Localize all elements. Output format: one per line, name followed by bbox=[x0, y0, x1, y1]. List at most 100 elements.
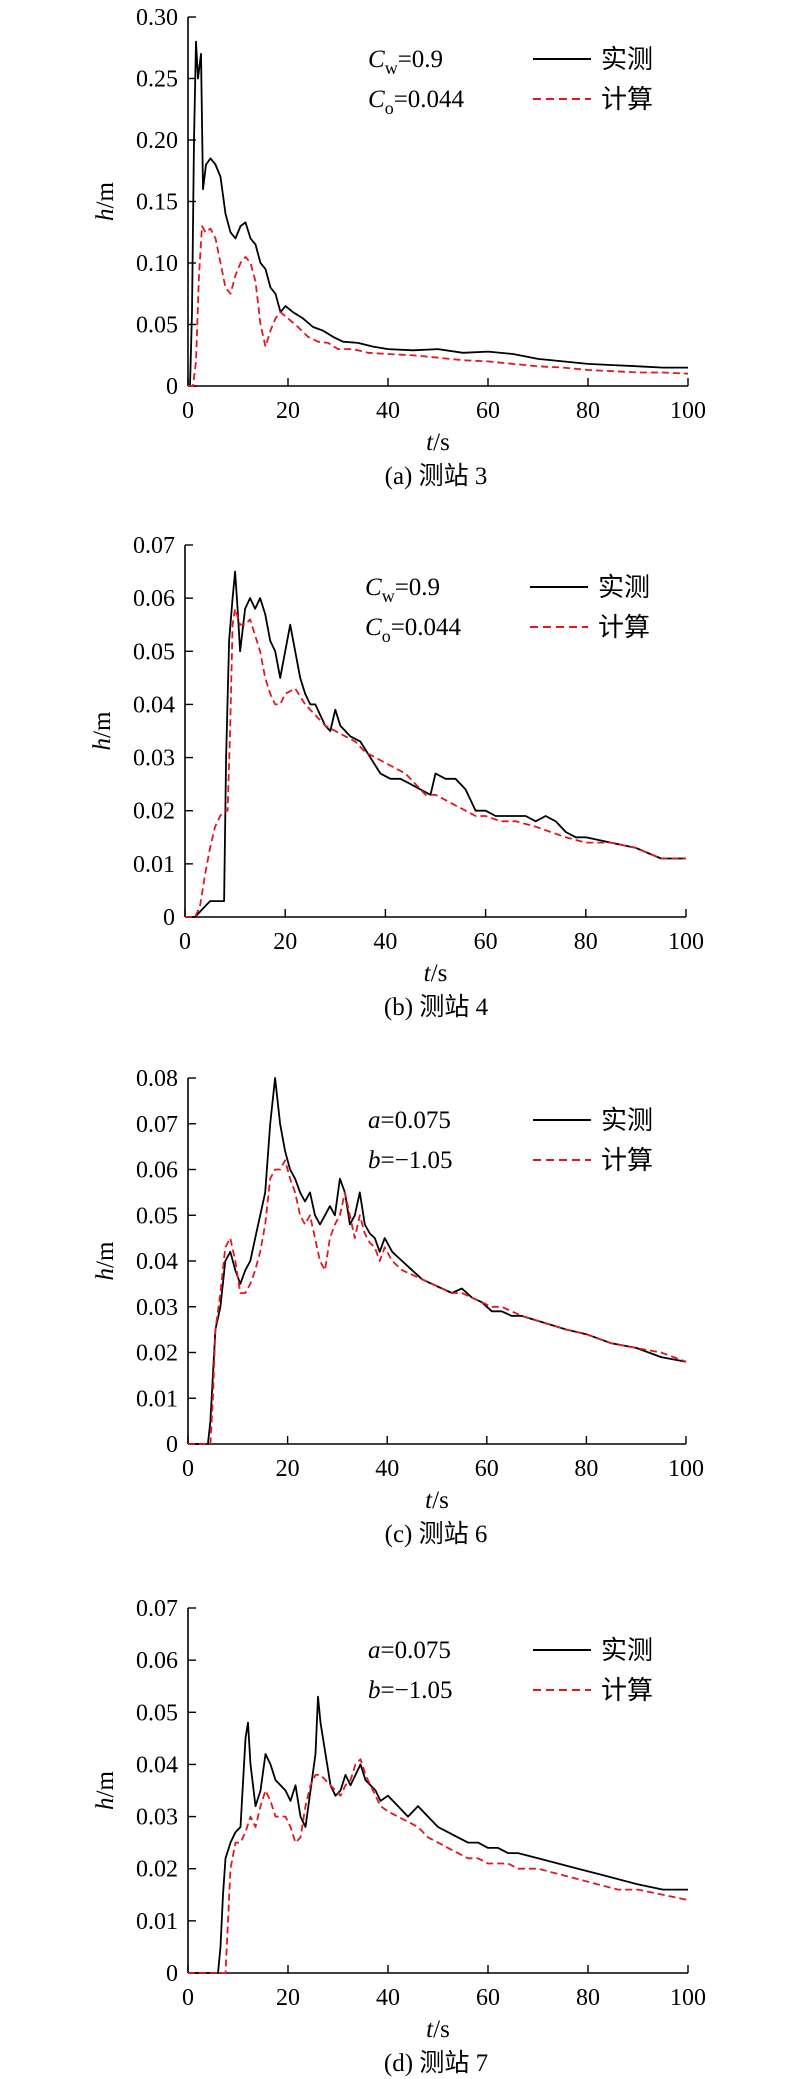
legend-label: 实测 bbox=[601, 1106, 653, 1136]
y-axis-label-unit: /m bbox=[89, 711, 116, 738]
parameter-label: Cw=0.9 bbox=[368, 46, 443, 78]
y-tick-label: 0.07 bbox=[136, 1596, 178, 1622]
series-line-measured bbox=[188, 1695, 688, 1974]
parameter-subscript: o bbox=[382, 626, 391, 646]
y-tick-label: 0.05 bbox=[136, 1203, 178, 1229]
x-tick-label: 60 bbox=[475, 1456, 499, 1482]
legend-label: 计算 bbox=[601, 1676, 653, 1706]
parameter-value: =−1.05 bbox=[381, 1677, 453, 1704]
panel-caption: (c) 测站 6 bbox=[385, 1520, 488, 1548]
y-tick-label: 0.02 bbox=[136, 1341, 178, 1367]
parameter-value: =−1.05 bbox=[381, 1147, 453, 1174]
y-axis-label-var: h bbox=[92, 208, 119, 221]
y-tick-label: 0.05 bbox=[136, 313, 178, 339]
legend-label: 实测 bbox=[598, 573, 650, 603]
x-tick-label: 100 bbox=[670, 1985, 706, 2011]
x-tick-label: 80 bbox=[574, 1456, 598, 1482]
parameter-value: =0.044 bbox=[391, 614, 462, 641]
x-tick-label: 80 bbox=[576, 398, 600, 424]
x-tick-label: 0 bbox=[182, 1985, 194, 2011]
x-axis-label: t/s bbox=[425, 1487, 449, 1514]
y-tick-label: 0.04 bbox=[133, 692, 175, 718]
chart-panel-2: 0 0.01 0.02 0.03 0.04 0.05 0.06 0.07 0 20 40 60 80 10… bbox=[89, 533, 704, 1021]
parameter-value: =0.044 bbox=[394, 86, 465, 113]
x-tick-label: 0 bbox=[182, 1456, 194, 1482]
x-axis-label-var: t bbox=[425, 1487, 433, 1514]
x-tick-label: 80 bbox=[574, 929, 598, 955]
series-line-measured bbox=[188, 40, 688, 387]
legend-label: 实测 bbox=[601, 45, 653, 75]
series-line-computed bbox=[188, 1159, 687, 1445]
legend-label: 实测 bbox=[601, 1636, 653, 1666]
panel-caption: (d) 测站 7 bbox=[384, 2049, 488, 2077]
y-tick-label: 0.10 bbox=[136, 251, 178, 277]
y-tick-label: 0.01 bbox=[136, 1909, 178, 1935]
x-tick-label: 20 bbox=[276, 1456, 300, 1482]
parameter-label: b=−1.05 bbox=[368, 1147, 452, 1174]
series-line-computed bbox=[185, 607, 686, 918]
panel-caption: (b) 测站 4 bbox=[384, 993, 489, 1021]
x-tick-label: 100 bbox=[668, 929, 704, 955]
y-tick-label: 0 bbox=[163, 905, 175, 931]
y-tick-label: 0 bbox=[166, 1961, 178, 1987]
parameter-subscript: o bbox=[385, 98, 394, 118]
x-tick-label: 40 bbox=[376, 1985, 400, 2011]
parameter-symbol: C bbox=[365, 574, 382, 601]
y-tick-label: 0 bbox=[166, 1432, 178, 1458]
x-axis-label-var: t bbox=[426, 429, 434, 456]
parameter-label: Cw=0.9 bbox=[365, 574, 440, 606]
parameter-symbol: C bbox=[368, 86, 385, 113]
x-tick-label: 20 bbox=[273, 929, 297, 955]
y-tick-label: 0.01 bbox=[136, 1386, 178, 1412]
chart-panel-4: 0 0.01 0.02 0.03 0.04 0.05 0.06 0.07 0 20 40 60 80 10… bbox=[92, 1596, 706, 2077]
y-tick-label: 0.03 bbox=[136, 1295, 178, 1321]
x-axis-label-unit: /s bbox=[433, 2016, 450, 2043]
parameter-value: =0.9 bbox=[395, 574, 440, 601]
parameter-value: =0.9 bbox=[398, 46, 443, 73]
y-tick-label: 0.03 bbox=[136, 1805, 178, 1831]
parameter-label: Co=0.044 bbox=[365, 614, 462, 646]
y-tick-label: 0.02 bbox=[133, 799, 175, 825]
parameter-symbol: a bbox=[368, 1107, 381, 1134]
parameter-label: a=0.075 bbox=[368, 1637, 451, 1664]
x-tick-label: 40 bbox=[373, 929, 397, 955]
parameter-symbol: C bbox=[368, 46, 385, 73]
y-axis-label-var: h bbox=[92, 1797, 119, 1810]
parameter-symbol: a bbox=[368, 1637, 381, 1664]
y-axis-label-var: h bbox=[89, 738, 116, 751]
x-tick-label: 60 bbox=[474, 929, 498, 955]
x-tick-label: 20 bbox=[276, 398, 300, 424]
y-axis-label: h/m bbox=[92, 1771, 119, 1810]
x-tick-label: 100 bbox=[668, 1456, 704, 1482]
series-line-measured bbox=[185, 570, 686, 918]
x-tick-label: 0 bbox=[182, 398, 194, 424]
parameter-symbol: b bbox=[368, 1147, 381, 1174]
y-tick-label: 0.06 bbox=[136, 1158, 178, 1184]
x-tick-label: 100 bbox=[670, 398, 706, 424]
parameter-subscript: w bbox=[382, 586, 395, 606]
parameter-value: =0.075 bbox=[381, 1637, 451, 1664]
parameter-value: =0.075 bbox=[381, 1107, 451, 1134]
y-tick-label: 0.08 bbox=[136, 1066, 178, 1092]
y-axis-label-unit: /m bbox=[92, 182, 119, 209]
legend-label: 计算 bbox=[601, 1146, 653, 1176]
y-axis-label: h/m bbox=[92, 182, 119, 221]
series-line-computed bbox=[188, 1758, 689, 1974]
x-tick-label: 20 bbox=[276, 1985, 300, 2011]
y-tick-label: 0 bbox=[166, 374, 178, 400]
parameter-symbol: b bbox=[368, 1677, 381, 1704]
y-tick-label: 0.06 bbox=[133, 586, 175, 612]
chart-panel-3: 0 0.01 0.02 0.03 0.04 0.05 0.06 0.07 0.08 0 20 40 60… bbox=[92, 1066, 704, 1548]
y-axis-label-unit: /m bbox=[92, 1241, 119, 1268]
x-axis-label-var: t bbox=[424, 960, 432, 987]
parameter-label: a=0.075 bbox=[368, 1107, 451, 1134]
parameter-subscript: w bbox=[385, 58, 398, 78]
x-axis-label-unit: /s bbox=[432, 1487, 449, 1514]
y-axis-label: h/m bbox=[89, 711, 116, 750]
series-line-computed bbox=[188, 225, 689, 387]
x-tick-label: 40 bbox=[376, 398, 400, 424]
legend-label: 计算 bbox=[598, 613, 650, 643]
chart-panel-1: 0 0.05 0.10 0.15 0.20 0.25 0.30 0 20 40 60 80 100 t/s… bbox=[92, 5, 706, 490]
y-tick-label: 0.04 bbox=[136, 1249, 178, 1275]
